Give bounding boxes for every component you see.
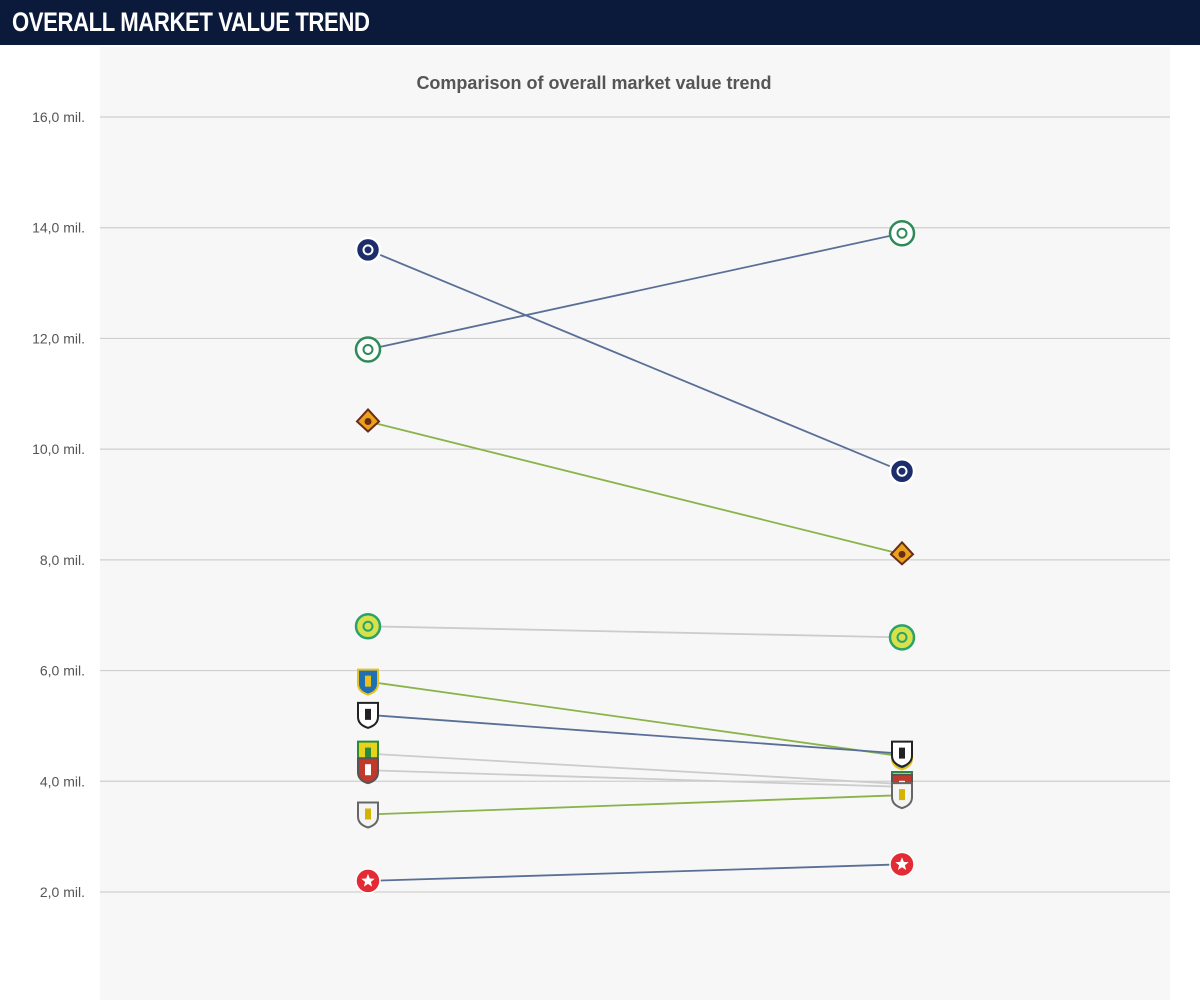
series-line <box>367 863 903 882</box>
red-crest-icon <box>357 757 379 785</box>
chart-title: Comparison of overall market value trend <box>416 73 771 93</box>
series-line <box>367 249 903 473</box>
y-tick-label: 12,0 mil. <box>32 330 85 346</box>
series-line <box>367 680 903 758</box>
series-line <box>367 232 903 351</box>
series-line <box>367 769 903 788</box>
orange-crest-icon <box>889 540 915 566</box>
yellow-black-crest-icon <box>357 801 379 829</box>
y-tick-label: 6,0 mil. <box>40 663 85 679</box>
series-lines <box>367 232 903 882</box>
page-title: OVERALL MARKET VALUE TREND <box>12 7 370 37</box>
yellow-black-crest-icon <box>891 782 913 810</box>
data-point[interactable] <box>891 740 913 768</box>
data-point[interactable] <box>355 407 381 433</box>
data-point[interactable] <box>354 236 382 264</box>
orange-crest-icon <box>355 407 381 433</box>
data-point[interactable] <box>889 540 915 566</box>
data-point[interactable] <box>357 668 379 696</box>
data-point[interactable] <box>357 701 379 729</box>
yellow-green-crest-icon <box>354 613 382 640</box>
striped-crest-icon <box>357 701 379 729</box>
series-line <box>367 713 903 755</box>
y-tick-label: 8,0 mil. <box>40 552 85 568</box>
series-line <box>367 420 903 556</box>
yellow-green-crest-icon <box>888 624 916 651</box>
y-tick-label: 10,0 mil. <box>32 441 85 457</box>
chart-container: Comparison of overall market value trend… <box>0 47 1200 1000</box>
data-point[interactable] <box>355 868 381 894</box>
data-point[interactable] <box>357 757 379 785</box>
market-value-chart: Comparison of overall market value trend… <box>32 47 1170 1000</box>
navy-crest-icon <box>354 236 382 264</box>
series-line <box>367 752 903 785</box>
series-line <box>367 794 903 816</box>
data-point[interactable] <box>357 801 379 829</box>
data-point[interactable] <box>888 458 916 485</box>
blue-shield-crest-icon <box>357 668 379 696</box>
navy-crest-icon <box>888 458 916 485</box>
y-tick-label: 4,0 mil. <box>40 773 85 789</box>
series-points <box>354 220 916 894</box>
header-bar: OVERALL MARKET VALUE TREND <box>0 0 1200 47</box>
green-crest-icon <box>354 336 382 363</box>
striped-crest-icon <box>891 740 913 768</box>
red-star-crest-icon <box>889 851 915 878</box>
red-star-crest-icon <box>355 868 381 894</box>
y-tick-label: 2,0 mil. <box>40 884 85 900</box>
green-crest-icon <box>888 220 916 247</box>
data-point[interactable] <box>354 336 382 363</box>
y-tick-label: 14,0 mil. <box>32 220 85 236</box>
y-axis-labels: 2,0 mil. 4,0 mil. 6,0 mil. 8,0 mil. 10,0 mil… <box>32 109 85 900</box>
series-line <box>367 625 903 639</box>
gridlines <box>100 116 1170 893</box>
y-tick-label: 16,0 mil. <box>32 109 85 125</box>
data-point[interactable] <box>888 624 916 651</box>
data-point[interactable] <box>888 220 916 247</box>
data-point[interactable] <box>889 851 915 878</box>
data-point[interactable] <box>354 613 382 640</box>
data-point[interactable] <box>891 782 913 810</box>
plot-background <box>100 47 1170 1000</box>
